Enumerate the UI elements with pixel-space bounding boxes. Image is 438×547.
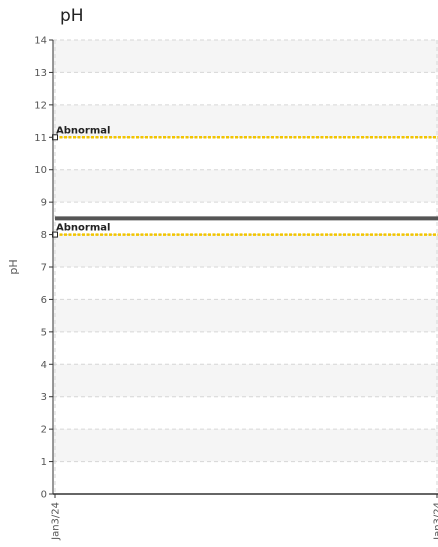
background-band xyxy=(53,364,438,397)
y-tick-label: 12 xyxy=(34,100,47,111)
y-tick-label: 9 xyxy=(41,198,47,209)
y-tick-label: 2 xyxy=(41,425,47,436)
background-band xyxy=(53,169,438,203)
chart-title: pH xyxy=(60,6,84,26)
y-tick-label: 11 xyxy=(34,133,47,144)
chart-labels: AbnormalAbnormal01234567891011121314Jan3… xyxy=(7,36,438,541)
background-band xyxy=(53,40,438,73)
reference-label: Abnormal xyxy=(56,223,110,234)
y-tick-label: 1 xyxy=(41,457,47,468)
y-tick-label: 3 xyxy=(41,392,47,403)
chart-grid xyxy=(53,39,438,494)
y-tick-label: 10 xyxy=(34,165,47,176)
y-tick-label: 7 xyxy=(41,263,47,274)
chart-axes xyxy=(49,39,438,498)
y-tick-label: 4 xyxy=(41,360,47,371)
x-tick-label: Jan3/24 xyxy=(433,502,438,541)
y-tick-label: 8 xyxy=(41,230,47,241)
background-band xyxy=(53,429,438,462)
background-band xyxy=(53,234,438,267)
y-tick-label: 6 xyxy=(41,295,47,306)
x-tick-label: Jan3/24 xyxy=(51,502,62,541)
background-band xyxy=(53,299,438,332)
chart-bands xyxy=(53,40,438,462)
y-tick-label: 0 xyxy=(41,490,47,501)
y-tick-label: 14 xyxy=(34,36,47,47)
background-band xyxy=(53,104,438,138)
y-tick-label: 5 xyxy=(41,327,47,338)
y-tick-label: 13 xyxy=(34,68,47,79)
reference-label: Abnormal xyxy=(56,125,110,136)
y-axis-title: pH xyxy=(7,259,20,274)
